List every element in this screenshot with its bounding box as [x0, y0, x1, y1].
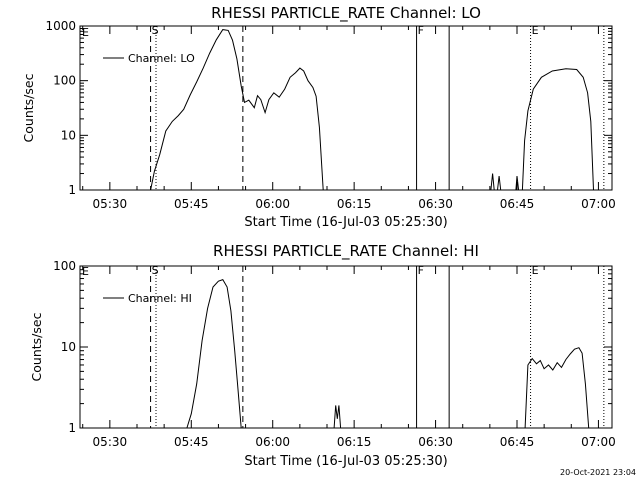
hi-x-tick-label: 05:30	[93, 435, 128, 449]
lo-x-tick-label: 06:30	[418, 197, 453, 211]
lo-data-series	[150, 29, 594, 191]
hi-series-line	[524, 347, 590, 429]
hi-chart-title: RHESSI PARTICLE_RATE Channel: HI	[213, 242, 479, 261]
lo-x-tick-label: 07:00	[581, 197, 616, 211]
hi-edge-label-left: E	[82, 265, 89, 278]
lo-series-line	[521, 68, 594, 191]
hi-y-tick-label: 10	[61, 340, 76, 354]
lo-chart-title: RHESSI PARTICLE_RATE Channel: LO	[211, 4, 481, 23]
lo-x-tick-label: 06:15	[337, 197, 372, 211]
hi-event-marker-label: E	[532, 264, 539, 277]
lo-series-line	[515, 175, 520, 191]
hi-legend: Channel: HI	[103, 292, 192, 305]
hi-series-line	[186, 278, 242, 429]
hi-panel: RHESSI PARTICLE_RATE Channel: HI Counts/…	[29, 242, 616, 469]
hi-x-axis-label: Start Time (16-Jul-03 05:25:30)	[244, 454, 447, 469]
lo-y-tick-label: 100	[53, 74, 76, 88]
lo-event-marker-label: F	[418, 24, 424, 37]
hi-plot-frame	[79, 265, 613, 429]
lo-x-tick-label: 06:45	[500, 197, 535, 211]
lo-x-tick-label: 05:45	[174, 197, 209, 211]
hi-y-axis-label: Counts/sec	[29, 312, 44, 381]
hi-x-tick-label: 07:00	[581, 435, 616, 449]
lo-y-axis-label: Counts/sec	[21, 73, 36, 142]
hi-x-tick-label: 06:00	[255, 435, 290, 449]
lo-series-line	[490, 173, 495, 191]
lo-legend-label: Channel: LO	[128, 52, 195, 65]
lo-y-tick-label: 1	[68, 183, 76, 197]
hi-event-marker-label: F	[418, 264, 424, 277]
hi-data-series	[186, 278, 590, 429]
lo-x-tick-label: 05:30	[93, 197, 128, 211]
lo-panel: RHESSI PARTICLE_RATE Channel: LO Counts/…	[21, 4, 616, 230]
lo-y-tick-label: 10	[61, 128, 76, 142]
lo-edge-label-left: E	[82, 26, 89, 39]
lo-series-line	[150, 29, 324, 191]
hi-y-tick-label: 100	[53, 259, 76, 273]
hi-axis-ticks: 05:30 05:45 06:00 06:15 06:30 06:45 07:00 1 10 10…	[53, 259, 616, 449]
lo-axis-ticks: 05:30 05:45 06:00 06:15 06:30 06:45 07:00 1 10 10…	[45, 19, 615, 211]
lo-legend: Channel: LO	[103, 52, 195, 65]
lo-plot-frame	[79, 25, 613, 191]
hi-legend-label: Channel: HI	[128, 292, 192, 305]
lo-x-tick-label: 06:00	[255, 197, 290, 211]
hi-y-tick-label: 1	[68, 421, 76, 435]
hi-x-tick-label: 06:45	[500, 435, 535, 449]
hi-series-line	[333, 405, 342, 429]
lo-event-marker-label: E	[532, 24, 539, 37]
lo-series-line	[497, 175, 502, 191]
lo-y-tick-label: 1000	[45, 19, 76, 33]
footer-timestamp: 20-Oct-2021 23:04	[560, 468, 636, 477]
lo-x-axis-label: Start Time (16-Jul-03 05:25:30)	[244, 215, 447, 230]
hi-x-tick-label: 05:45	[174, 435, 209, 449]
hi-x-tick-label: 06:30	[418, 435, 453, 449]
hi-x-tick-label: 06:15	[337, 435, 372, 449]
hi-event-marker-label: S	[152, 264, 159, 277]
lo-event-marker-label: S	[152, 24, 159, 37]
